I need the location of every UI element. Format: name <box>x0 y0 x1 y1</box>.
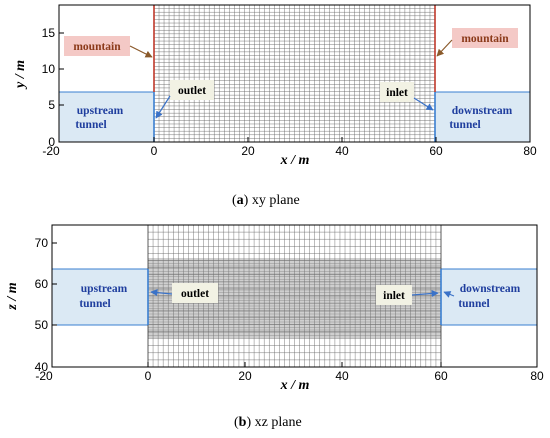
upstream-tunnel-region <box>58 91 155 143</box>
inlet-label-a: inlet <box>386 87 408 99</box>
outlet-arrow-b <box>150 289 173 297</box>
x-ticks-b <box>51 362 538 367</box>
x-tick-label: 20 <box>241 144 255 158</box>
plot-frame-a <box>58 4 531 143</box>
mountain-arrow-left <box>129 45 153 58</box>
x-axis-label-a: x / m <box>280 153 310 168</box>
y-tick-label: 10 <box>42 62 56 76</box>
upstream-tunnel-label-b-2: tunnel <box>79 298 110 310</box>
x-tick-label: 40 <box>335 369 349 383</box>
downstream-tunnel-label-b: downstream <box>460 283 521 295</box>
inlet-label-bg-a <box>380 82 414 102</box>
panel-a-xy-plane: -20 0 20 40 60 80 0 5 10 15 x / m y / m … <box>13 4 537 208</box>
x-tick-label: 20 <box>238 369 252 383</box>
y-tick-label: 15 <box>42 26 56 40</box>
caption-a-text: xy plane <box>248 193 299 208</box>
y-tick-label: 40 <box>35 360 49 374</box>
x-tick-label: 80 <box>523 144 537 158</box>
x-ticks-a <box>58 137 531 142</box>
plot-frame-b <box>51 224 538 368</box>
mountain-label-bg-right <box>452 28 518 48</box>
downstream-tunnel-label-a: downstream <box>452 105 513 117</box>
x-tick-label: 60 <box>434 369 448 383</box>
x-tick-label: 0 <box>145 369 152 383</box>
inlet-label-b: inlet <box>383 290 405 302</box>
outlet-label-b: outlet <box>181 288 209 300</box>
mountain-label-left: mountain <box>73 41 121 53</box>
outlet-arrow-a <box>155 95 171 119</box>
caption-b-text: xz plane <box>251 415 302 430</box>
panel-b-xz-plane: -20 0 20 40 60 80 40 50 60 70 x / m z / … <box>5 224 544 430</box>
y-tick-label: 60 <box>35 277 49 291</box>
downstream-tunnel-label-a-2: tunnel <box>449 119 480 131</box>
caption-a-letter: a <box>237 193 244 208</box>
x-tick-label: -20 <box>42 144 60 158</box>
mountain-arrow-right <box>436 39 453 57</box>
y-tick-label: 5 <box>48 98 55 112</box>
downstream-tunnel-region-b <box>440 268 538 326</box>
x-tick-label: 0 <box>151 144 158 158</box>
y-tick-label: 70 <box>35 236 49 250</box>
upstream-tunnel-region-b <box>51 268 149 326</box>
y-axis-label-b: z / m <box>5 282 20 310</box>
outlet-label-a: outlet <box>178 85 206 97</box>
x-tick-label: 40 <box>335 144 349 158</box>
downstream-tunnel-region <box>434 91 531 143</box>
y-ticks-b <box>52 242 57 368</box>
downstream-arrow-b <box>443 291 455 298</box>
upstream-tunnel-label-b: upstream <box>81 283 128 295</box>
y-ticks-a <box>59 32 64 143</box>
caption-b: (b) xz plane <box>234 415 302 430</box>
inlet-label-bg-b <box>376 285 412 305</box>
mountain-label-bg-left <box>64 36 130 56</box>
x-tick-label: -20 <box>35 369 53 383</box>
y-tick-label: 0 <box>48 135 55 149</box>
upstream-tunnel-label-a-2: tunnel <box>75 119 106 131</box>
caption-a: (a) xy plane <box>232 193 300 208</box>
downstream-tunnel-label-b-2: tunnel <box>458 298 489 310</box>
mesh-grid-a <box>154 5 435 142</box>
inlet-arrow-b <box>411 289 439 298</box>
inlet-arrow-a <box>413 97 434 111</box>
outlet-label-bg-b <box>172 283 218 303</box>
upstream-tunnel-label-a: upstream <box>77 105 124 117</box>
x-axis-label-b: x / m <box>280 378 310 393</box>
x-tick-label: 80 <box>530 369 544 383</box>
caption-b-letter: b <box>239 415 247 430</box>
mesh-grid-tunnel-b <box>148 260 441 336</box>
outlet-label-bg-a <box>170 80 214 100</box>
x-tick-label: 60 <box>429 144 443 158</box>
y-axis-label-a: y / m <box>13 60 28 90</box>
y-tick-label: 50 <box>35 318 49 332</box>
mountain-label-right: mountain <box>461 33 509 45</box>
